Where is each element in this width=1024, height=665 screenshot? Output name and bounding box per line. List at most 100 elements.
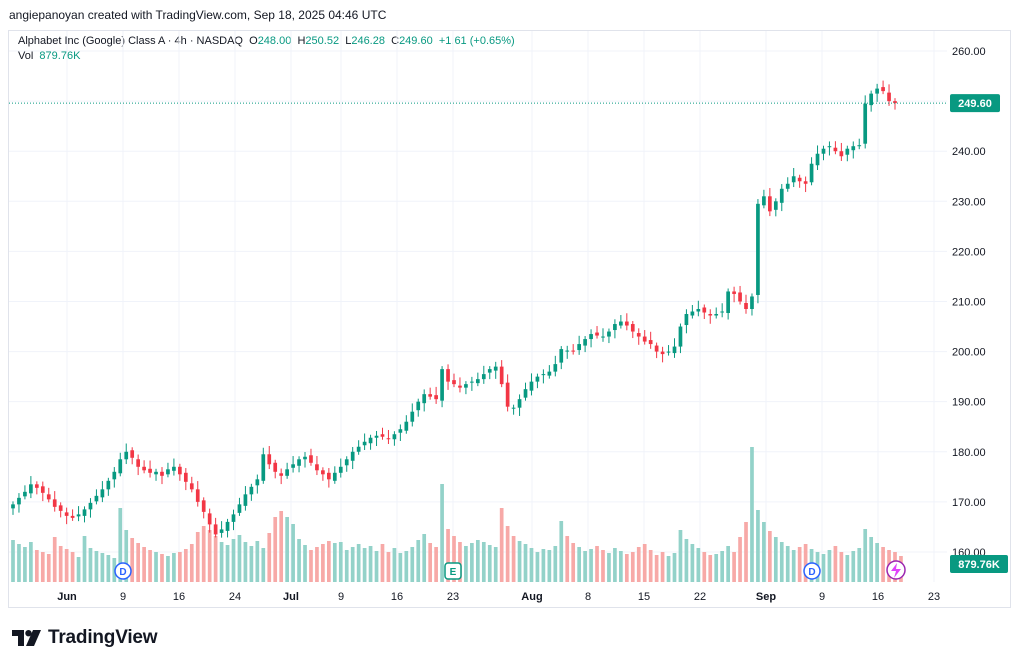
volume-bar: [183, 549, 188, 582]
volume-bar: [58, 546, 63, 582]
candle-body: [696, 309, 701, 312]
candle-body: [887, 92, 891, 102]
volume-bar: [523, 544, 528, 582]
volume-bar: [636, 547, 641, 582]
volume-bar: [773, 537, 778, 582]
volume-bar: [261, 548, 266, 582]
candle-body: [261, 454, 266, 481]
x-tick-label: 15: [638, 591, 650, 603]
volume-bar: [237, 535, 242, 582]
volume-bar: [166, 556, 170, 582]
candle-body: [422, 394, 427, 404]
volume-bar: [368, 546, 373, 582]
candle-body: [732, 291, 736, 294]
volume-bar: [100, 553, 105, 582]
candle-body: [82, 509, 87, 516]
candle-body: [327, 472, 331, 480]
candle-body: [64, 512, 69, 516]
x-tick-label: Aug: [521, 591, 542, 603]
candle-body: [243, 494, 248, 506]
x-tick-label: 9: [819, 591, 825, 603]
volume-bar: [160, 554, 164, 582]
volume-bar: [76, 557, 81, 582]
candle-body: [201, 500, 206, 512]
candle-body: [666, 351, 671, 353]
candle-body: [630, 324, 635, 332]
candle-body: [481, 374, 486, 380]
volume-bar: [601, 550, 605, 582]
legend-close-label: C: [391, 35, 400, 47]
x-tick-label: 16: [872, 591, 884, 603]
volume-bar: [52, 537, 57, 582]
candle-body: [738, 292, 742, 302]
volume-bar: [654, 555, 659, 582]
x-tick-label: 9: [120, 591, 126, 603]
volume-bar: [136, 543, 140, 582]
volume-bar: [40, 552, 45, 582]
candle-body: [452, 380, 456, 385]
candle-body: [148, 468, 152, 473]
candle-body: [601, 336, 605, 338]
legend-symbol: Alphabet Inc (Google) Class A · 4h · NAS…: [18, 35, 243, 47]
volume-bar: [88, 548, 93, 582]
volume-bar: [630, 552, 635, 582]
volume-bar: [857, 548, 862, 582]
candle-body: [535, 376, 540, 382]
volume-bar: [493, 547, 498, 582]
candle-body: [511, 407, 516, 409]
candle-body: [136, 459, 140, 467]
candle-body: [219, 529, 224, 533]
candle-body: [619, 321, 623, 326]
candle-body: [762, 196, 766, 206]
candle-body: [440, 369, 444, 401]
volume-bar: [642, 544, 647, 582]
volume-bar: [678, 530, 683, 582]
candle-body: [648, 340, 653, 345]
volume-bar: [297, 539, 301, 582]
volume-bar: [350, 547, 355, 582]
candle-body: [195, 489, 200, 502]
candle-body: [70, 515, 75, 518]
volume-bar: [696, 548, 701, 582]
volume-bar: [684, 539, 689, 582]
candle-body: [291, 464, 295, 468]
candle-body: [559, 349, 564, 363]
candle-body: [386, 438, 391, 440]
candle-body: [23, 491, 27, 497]
candle-body: [118, 459, 123, 474]
volume-bar: [338, 542, 343, 582]
volume-bar: [118, 508, 123, 582]
volume-bar: [487, 545, 492, 582]
candle-body: [577, 344, 581, 351]
volume-bar: [821, 554, 826, 582]
y-tick-label: 210.00: [952, 296, 986, 308]
volume-bar: [863, 529, 868, 582]
candle-body: [124, 451, 129, 460]
x-tick-label: Sep: [756, 591, 776, 603]
candle-body: [130, 450, 135, 458]
candle-body: [40, 486, 45, 493]
volume-bar: [607, 553, 611, 582]
volume-bar: [46, 554, 51, 582]
candle-body: [636, 333, 641, 337]
volume-bar: [356, 544, 361, 582]
volume-label-bg: [950, 555, 1008, 573]
dividend-marker: [803, 562, 821, 580]
volume-bar: [505, 526, 510, 582]
candle-body: [434, 395, 438, 400]
volume-bar: [17, 544, 21, 582]
candle-body: [315, 464, 319, 471]
volume-bar: [273, 517, 278, 582]
volume-bar: [839, 552, 844, 582]
chart-frame: [8, 30, 1011, 608]
candle-body: [523, 389, 528, 398]
volume-bar: [452, 536, 456, 582]
candle-body: [303, 456, 307, 460]
candle-body: [654, 345, 659, 352]
volume-bar: [267, 533, 272, 582]
volume-bar: [374, 551, 379, 582]
candle-body: [154, 471, 158, 475]
candle-body: [505, 382, 510, 407]
volume-bar: [213, 536, 218, 582]
